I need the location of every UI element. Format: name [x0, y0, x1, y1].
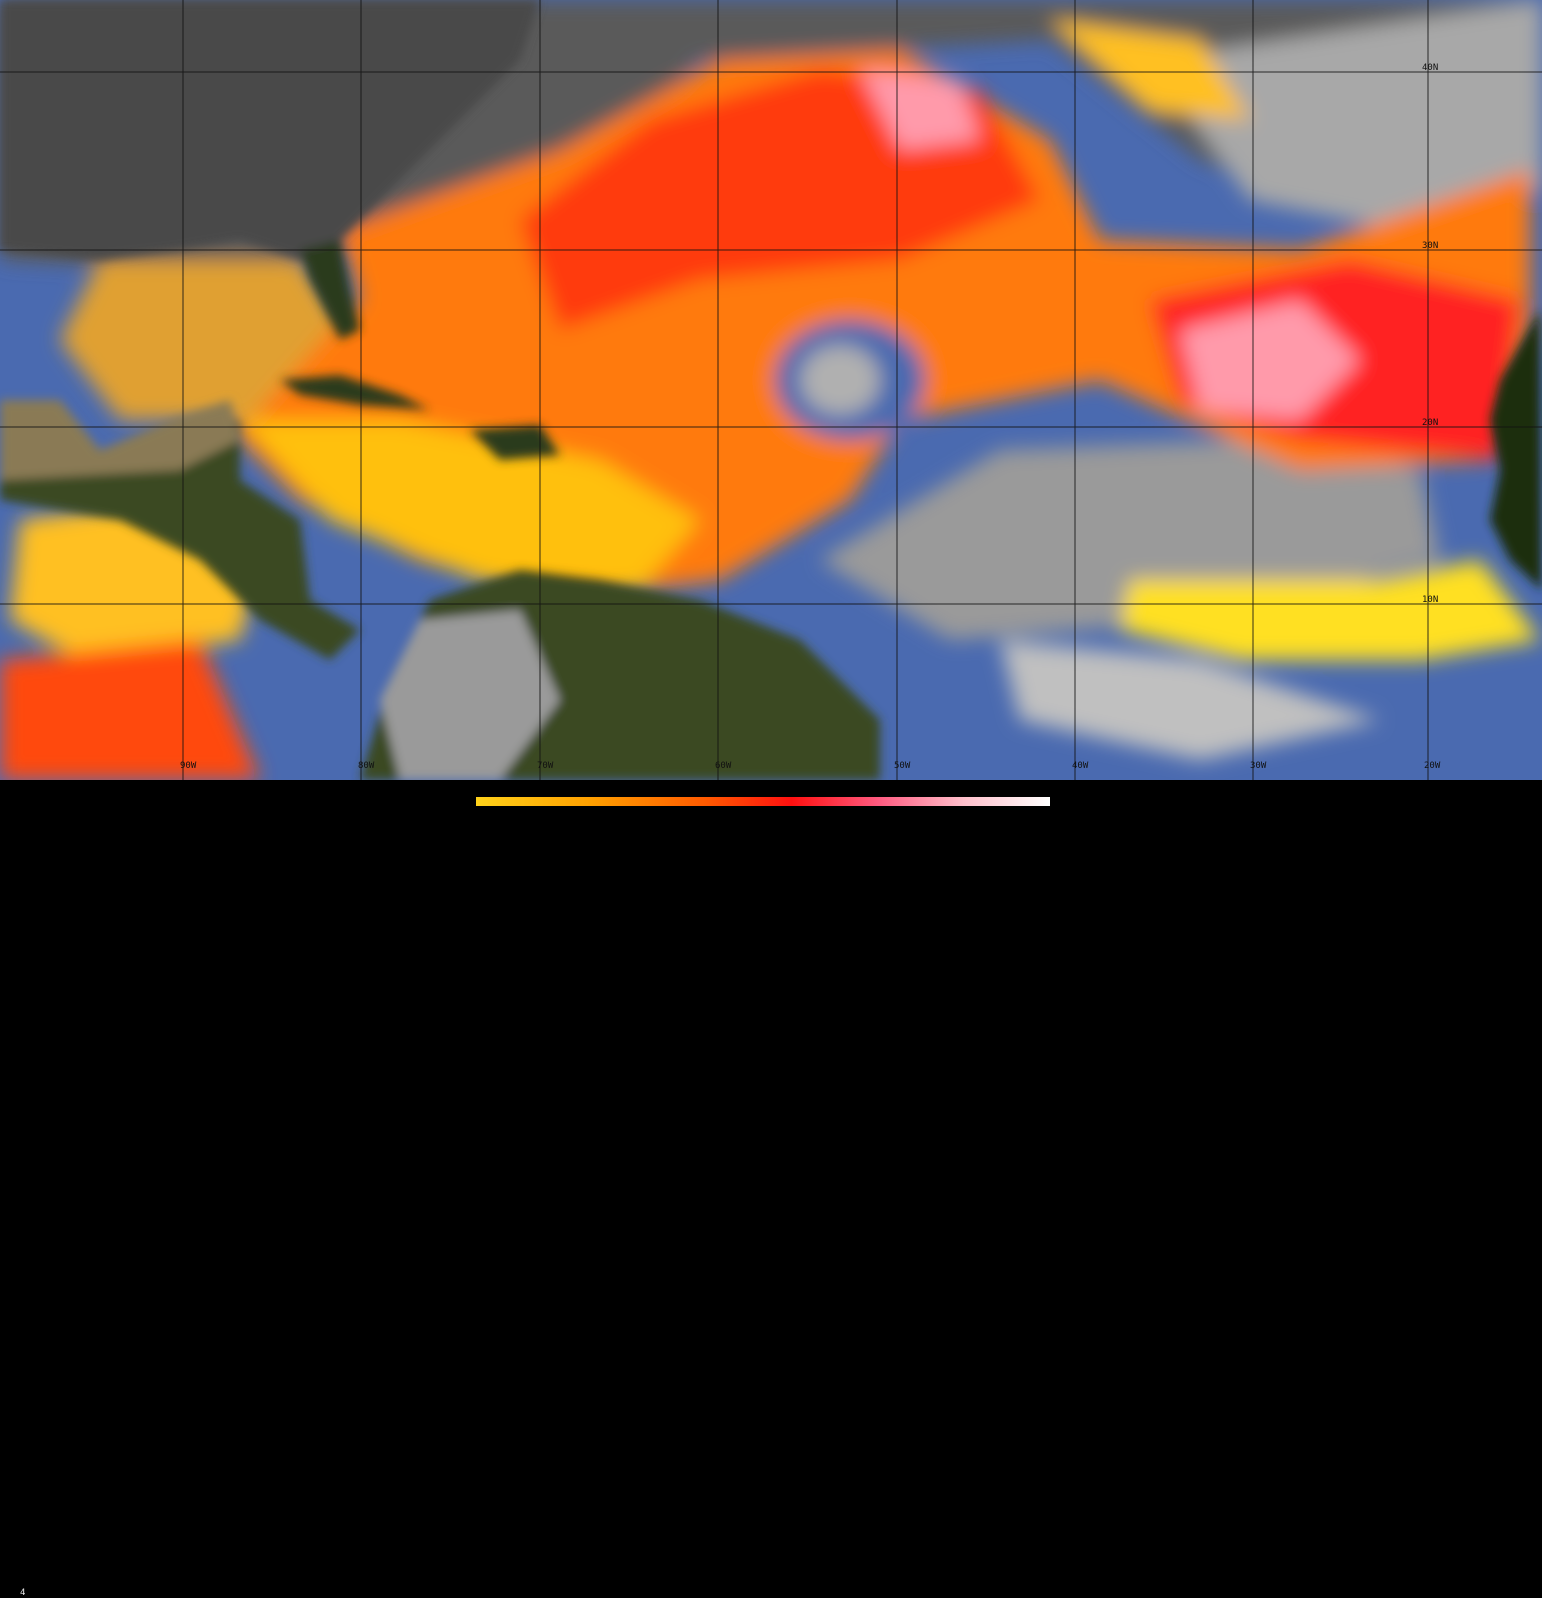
- extreme-dry-north: [860, 70, 980, 150]
- african-coast-yellow: [1120, 560, 1540, 660]
- lat-label: 20N: [1422, 418, 1438, 428]
- north-yellow-band: [1050, 20, 1250, 120]
- dry-air-west-gulf: [60, 260, 340, 420]
- legend-label: LESS <----- DRY AIR (LOW/MID-LEVEL) AND/…: [476, 782, 997, 795]
- lat-label: 30N: [1422, 241, 1438, 251]
- lon-label: 30W: [1250, 761, 1267, 771]
- yucatan-mexico: [0, 400, 240, 480]
- south-america-clouds: [380, 610, 560, 780]
- corner-mark: 4: [20, 1588, 26, 1598]
- product-name: GOES-EAST: SAHARAN AIR LAYER TRACKING PR…: [418, 808, 716, 819]
- central-america: [0, 420, 360, 660]
- lon-label: 60W: [715, 761, 732, 771]
- lon-label: 20W: [1424, 761, 1441, 771]
- lon-label: 50W: [894, 761, 911, 771]
- graticule: [0, 0, 1542, 780]
- satellite-map: 90W 80W 70W 60W 50W 40W 30W 20W 40N 30N …: [0, 0, 1542, 780]
- pacific-dry-red: [0, 640, 260, 780]
- product-time: 06:00 UTC: [749, 808, 809, 819]
- longitude-labels: 90W 80W 70W 60W 50W 40W 30W 20W: [180, 761, 1441, 771]
- lon-label: 40W: [1072, 761, 1089, 771]
- moist-eddy-clouds: [800, 345, 880, 415]
- dry-air-south-yellow: [240, 420, 700, 590]
- north-america-land: [0, 0, 540, 260]
- product-date: 12 JANUARY 2026: [828, 808, 928, 819]
- extreme-dry-east: [1180, 300, 1360, 420]
- product-info: GOES-EAST: SAHARAN AIR LAYER TRACKING PR…: [418, 808, 1067, 819]
- lat-label: 40N: [1422, 63, 1438, 73]
- northeast-clouds: [1150, 0, 1542, 230]
- lon-label: 80W: [358, 761, 375, 771]
- southern-clouds-2: [1000, 640, 1380, 760]
- florida: [300, 240, 360, 340]
- lon-label: 70W: [537, 761, 554, 771]
- cuba: [280, 375, 430, 410]
- color-scale-bar: [476, 797, 1050, 806]
- lon-label: 90W: [180, 761, 197, 771]
- product-credit: UW-CIMSS/NOAA-HRD: [954, 808, 1067, 819]
- africa: [1490, 310, 1542, 590]
- lat-label: 10N: [1422, 595, 1438, 605]
- hispaniola: [470, 425, 560, 460]
- latitude-labels: 40N 30N 20N 10N: [1422, 63, 1438, 605]
